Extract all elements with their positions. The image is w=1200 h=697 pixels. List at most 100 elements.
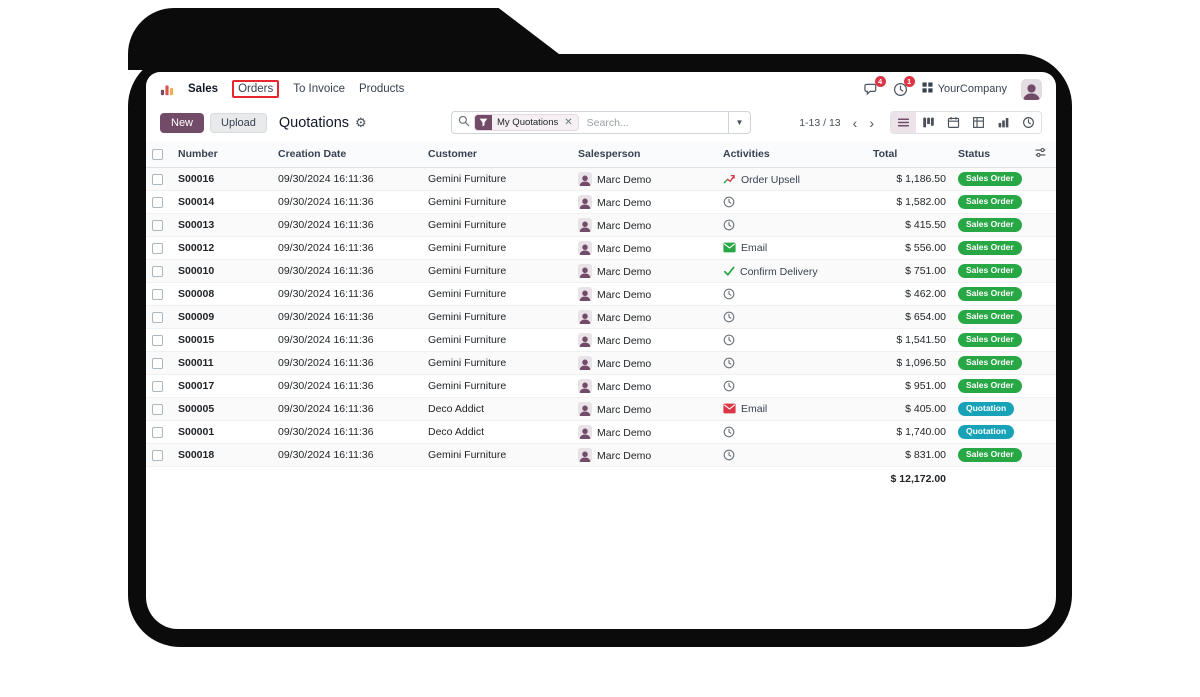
search-input[interactable]: Search... [586, 116, 629, 129]
graph-view-icon[interactable] [991, 112, 1016, 133]
facet-remove-icon[interactable]: ✕ [564, 117, 573, 128]
row-checkbox[interactable] [152, 311, 163, 323]
user-avatar[interactable] [1021, 78, 1042, 100]
email-red-activity-icon[interactable]: Email [717, 397, 867, 421]
table-row[interactable]: S00001 09/30/2024 16:11:36 Deco Addict M… [146, 420, 1056, 444]
menu-sales[interactable]: Sales [188, 83, 219, 95]
column-header-number[interactable]: Number [172, 141, 272, 168]
row-checkbox[interactable] [152, 196, 163, 208]
search-bar[interactable]: My Quotations ✕ Search... ▼ [451, 111, 751, 134]
order-number: S00016 [172, 167, 272, 191]
order-total: $ 415.50 [867, 213, 952, 237]
customer-name: Deco Addict [422, 397, 572, 421]
search-dropdown-toggle[interactable]: ▼ [728, 112, 750, 133]
clock-activity-icon[interactable] [717, 420, 867, 444]
row-checkbox[interactable] [152, 426, 163, 438]
salesperson-cell: Marc Demo [572, 282, 717, 306]
salesperson-avatar [578, 195, 592, 209]
pager-previous-button[interactable]: ‹ [849, 116, 862, 130]
salesperson-name: Marc Demo [597, 312, 652, 324]
salesperson-avatar [578, 379, 592, 393]
row-checkbox[interactable] [152, 357, 163, 369]
table-row[interactable]: S00010 09/30/2024 16:11:36 Gemini Furnit… [146, 259, 1056, 283]
row-checkbox[interactable] [152, 380, 163, 392]
order-total: $ 831.00 [867, 443, 952, 467]
pivot-view-icon[interactable] [966, 112, 991, 133]
apps-icon[interactable] [160, 82, 174, 96]
search-facet[interactable]: My Quotations ✕ [474, 114, 579, 131]
action-menu-gear-icon[interactable]: ⚙ [355, 115, 367, 130]
salesperson-cell: Marc Demo [572, 190, 717, 214]
creation-date: 09/30/2024 16:11:36 [272, 236, 422, 260]
table-body: S00016 09/30/2024 16:11:36 Gemini Furnit… [146, 167, 1056, 467]
select-all-checkbox[interactable] [152, 148, 163, 160]
menu-to-invoice[interactable]: To Invoice [293, 83, 345, 95]
order-number: S00013 [172, 213, 272, 237]
messages-badge: 4 [874, 75, 886, 87]
navbar: Sales Orders To Invoice Products 4 1 You… [146, 72, 1056, 106]
table-row[interactable]: S00008 09/30/2024 16:11:36 Gemini Furnit… [146, 282, 1056, 306]
list-view-icon[interactable] [891, 112, 916, 133]
status-badge: Sales Order [958, 287, 1022, 301]
messages-icon[interactable]: 4 [864, 75, 886, 97]
table-row[interactable]: S00016 09/30/2024 16:11:36 Gemini Furnit… [146, 167, 1056, 191]
column-header-customer[interactable]: Customer [422, 141, 572, 168]
menu-products[interactable]: Products [359, 83, 405, 95]
table-row[interactable]: S00013 09/30/2024 16:11:36 Gemini Furnit… [146, 213, 1056, 237]
row-checkbox[interactable] [152, 334, 163, 346]
clock-activity-icon[interactable] [717, 190, 867, 214]
breadcrumb: Quotations [278, 114, 350, 131]
customer-name: Deco Addict [422, 420, 572, 444]
table-row[interactable]: S00005 09/30/2024 16:11:36 Deco Addict M… [146, 397, 1056, 421]
row-checkbox[interactable] [152, 288, 163, 300]
calendar-view-icon[interactable] [941, 112, 966, 133]
clock-activity-icon[interactable] [717, 351, 867, 375]
clock-activity-icon[interactable] [717, 443, 867, 467]
table-row[interactable]: S00009 09/30/2024 16:11:36 Gemini Furnit… [146, 305, 1056, 329]
clock-activity-icon[interactable] [717, 305, 867, 329]
upload-button[interactable]: Upload [210, 112, 267, 133]
salesperson-name: Marc Demo [597, 450, 652, 462]
upsell-chart-activity-icon[interactable]: Order Upsell [717, 167, 867, 191]
salesperson-name: Marc Demo [597, 243, 652, 255]
salesperson-name: Marc Demo [597, 335, 652, 347]
order-number: S00010 [172, 259, 272, 283]
activity-view-icon[interactable] [1016, 112, 1041, 133]
customer-name: Gemini Furniture [422, 213, 572, 237]
column-header-salesperson[interactable]: Salesperson [572, 141, 717, 168]
clock-activity-icon[interactable] [717, 328, 867, 352]
table-row[interactable]: S00018 09/30/2024 16:11:36 Gemini Furnit… [146, 443, 1056, 467]
table-row[interactable]: S00015 09/30/2024 16:11:36 Gemini Furnit… [146, 328, 1056, 352]
email-green-activity-icon[interactable]: Email [717, 236, 867, 260]
clock-activity-icon[interactable] [717, 282, 867, 306]
column-header-creation-date[interactable]: Creation Date [272, 141, 422, 168]
table-row[interactable]: S00012 09/30/2024 16:11:36 Gemini Furnit… [146, 236, 1056, 260]
order-total: $ 462.00 [867, 282, 952, 306]
row-checkbox[interactable] [152, 242, 163, 254]
table-row[interactable]: S00011 09/30/2024 16:11:36 Gemini Furnit… [146, 351, 1056, 375]
company-menu[interactable]: YourCompany [922, 82, 1007, 96]
row-checkbox[interactable] [152, 265, 163, 277]
clock-activity-icon[interactable] [717, 374, 867, 398]
activities-icon[interactable]: 1 [893, 75, 915, 97]
clock-activity-icon[interactable] [717, 213, 867, 237]
kanban-view-icon[interactable] [916, 112, 941, 133]
pager-next-button[interactable]: › [865, 116, 878, 130]
column-header-activities[interactable]: Activities [717, 141, 867, 168]
column-header-total[interactable]: Total [867, 141, 952, 168]
company-icon [922, 82, 933, 96]
salesperson-avatar [578, 402, 592, 416]
row-checkbox[interactable] [152, 449, 163, 461]
adjust-columns-icon[interactable] [1028, 141, 1056, 168]
salesperson-cell: Marc Demo [572, 420, 717, 444]
new-button[interactable]: New [160, 112, 205, 133]
creation-date: 09/30/2024 16:11:36 [272, 397, 422, 421]
column-header-status[interactable]: Status [952, 141, 1028, 168]
row-checkbox[interactable] [152, 173, 163, 185]
check-activity-icon[interactable]: Confirm Delivery [717, 259, 867, 283]
menu-orders[interactable]: Orders [232, 80, 280, 98]
row-checkbox[interactable] [152, 219, 163, 231]
table-row[interactable]: S00017 09/30/2024 16:11:36 Gemini Furnit… [146, 374, 1056, 398]
row-checkbox[interactable] [152, 403, 163, 415]
table-row[interactable]: S00014 09/30/2024 16:11:36 Gemini Furnit… [146, 190, 1056, 214]
